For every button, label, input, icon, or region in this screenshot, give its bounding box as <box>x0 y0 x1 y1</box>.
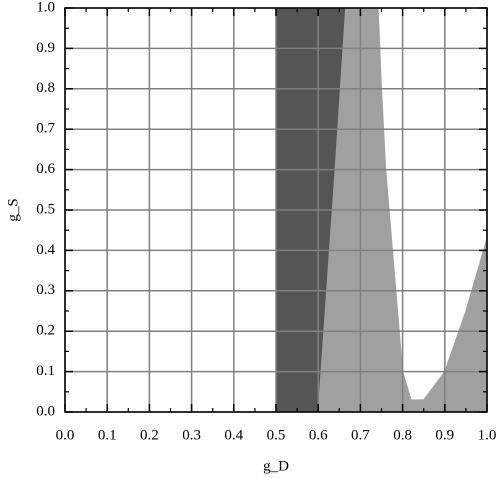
x-tick-label: 0.7 <box>351 427 370 443</box>
y-tick-label: 0.7 <box>36 121 55 137</box>
y-tick-label: 0.8 <box>36 80 55 96</box>
x-axis-label: g_D <box>263 458 289 474</box>
y-tick-label: 0.1 <box>36 363 55 379</box>
x-tick-label: 0.0 <box>56 427 75 443</box>
y-tick-label: 0.3 <box>36 282 55 298</box>
y-axis-label: g_S <box>5 198 21 221</box>
x-tick-label: 0.6 <box>309 427 328 443</box>
x-tick-label: 0.5 <box>267 427 286 443</box>
x-tick-label: 0.3 <box>182 427 201 443</box>
x-tick-label: 0.1 <box>98 427 117 443</box>
y-tick-label: 0.5 <box>36 201 55 217</box>
y-tick-label: 0.6 <box>36 161 55 177</box>
x-tick-label: 0.2 <box>140 427 159 443</box>
y-tick-label: 0.9 <box>36 40 55 56</box>
x-tick-label: 1.0 <box>478 427 497 443</box>
y-tick-label: 0.0 <box>36 403 55 419</box>
x-tick-label: 0.9 <box>435 427 454 443</box>
plot-frame <box>64 7 488 413</box>
y-tick-label: 1.0 <box>36 0 55 15</box>
x-tick-label: 0.8 <box>393 427 412 443</box>
y-tick-label: 0.4 <box>36 242 55 258</box>
x-tick-label: 0.4 <box>224 427 243 443</box>
y-tick-label: 0.2 <box>36 323 55 339</box>
